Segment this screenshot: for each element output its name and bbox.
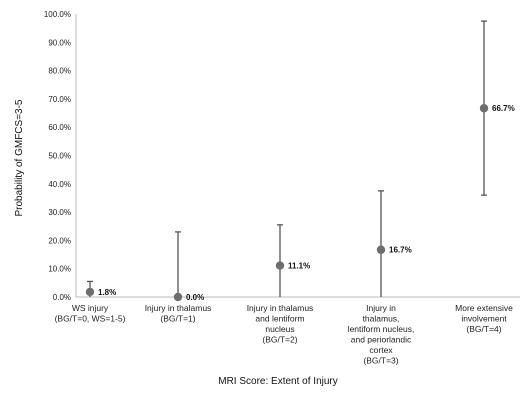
y-tick-label: 100.0% xyxy=(44,10,71,19)
x-category-label-line: and lentiform xyxy=(255,314,304,324)
x-category-label-line: (BG/T=2) xyxy=(262,335,297,345)
x-category-label-line: (BG/T=1) xyxy=(160,314,195,324)
x-category-label-line: thalamus, xyxy=(363,314,400,324)
y-tick-label: 10.0% xyxy=(48,265,71,274)
x-category-label-line: More extensive xyxy=(455,303,513,313)
y-tick-label: 80.0% xyxy=(48,67,71,76)
data-value-label: 1.8% xyxy=(98,288,116,297)
x-axis-title: MRI Score: Extent of Injury xyxy=(218,376,338,387)
x-category-label-line: nucleus xyxy=(265,324,294,334)
data-point xyxy=(85,287,95,297)
y-tick-label: 30.0% xyxy=(48,208,71,217)
x-category-label-line: WS injury xyxy=(72,303,109,313)
data-value-label: 11.1% xyxy=(288,262,310,271)
x-category-label: Injury in thalamus, lentiform nucleus, and … xyxy=(348,303,415,366)
x-category-label-line: and periorlandic xyxy=(351,335,412,345)
y-tick-label: 50.0% xyxy=(48,152,71,161)
x-category-label-line: Injury in thalamus xyxy=(145,303,212,313)
y-tick-label: 40.0% xyxy=(48,180,71,189)
data-point xyxy=(275,261,285,270)
y-tick-label: 70.0% xyxy=(48,95,71,104)
x-category-labels: WS injury (BG/T=0, WS=1-5) Injury in thala… xyxy=(55,303,514,366)
y-tick-label: 60.0% xyxy=(48,123,71,132)
data-point xyxy=(479,104,489,113)
x-category-label-line: (BG/T=0, WS=1-5) xyxy=(55,314,126,324)
data-point xyxy=(173,292,183,302)
data-marks: 1.8% 0.0% 11.1% 16.7% 66.7% xyxy=(85,20,515,302)
x-category-label: More extensive involvement (BG/T=4) xyxy=(455,303,513,334)
x-category-label: Injury in thalamus and lentiform nucleus (B… xyxy=(247,303,314,345)
y-tick-label: 90.0% xyxy=(48,38,71,47)
x-category-label-line: (BG/T=4) xyxy=(466,324,501,334)
x-category-label-line: Injury in thalamus xyxy=(247,303,314,313)
x-category-label: Injury in thalamus (BG/T=1) xyxy=(145,303,212,324)
y-axis-ticks: 0.0% 10.0% 20.0% 30.0% 40.0% 50.0% 60.0% 70.0% 8… xyxy=(44,10,71,302)
x-category-label-line: involvement xyxy=(461,314,507,324)
x-category-label-line: Injury in xyxy=(366,303,396,313)
x-category-label: WS injury (BG/T=0, WS=1-5) xyxy=(55,303,126,324)
x-category-label-line: (BG/T=3) xyxy=(363,356,398,366)
data-value-label: 16.7% xyxy=(389,246,412,255)
x-category-label-line: lentiform nucleus, xyxy=(348,324,415,334)
y-tick-label: 20.0% xyxy=(48,236,71,245)
y-axis-title: Probability of GMFCS=3-5 xyxy=(14,99,25,216)
x-category-label-line: cortex xyxy=(369,345,393,355)
y-tick-label: 0.0% xyxy=(53,293,71,302)
data-value-label: 66.7% xyxy=(492,104,515,113)
data-point xyxy=(376,245,386,254)
data-value-label: 0.0% xyxy=(186,293,204,302)
